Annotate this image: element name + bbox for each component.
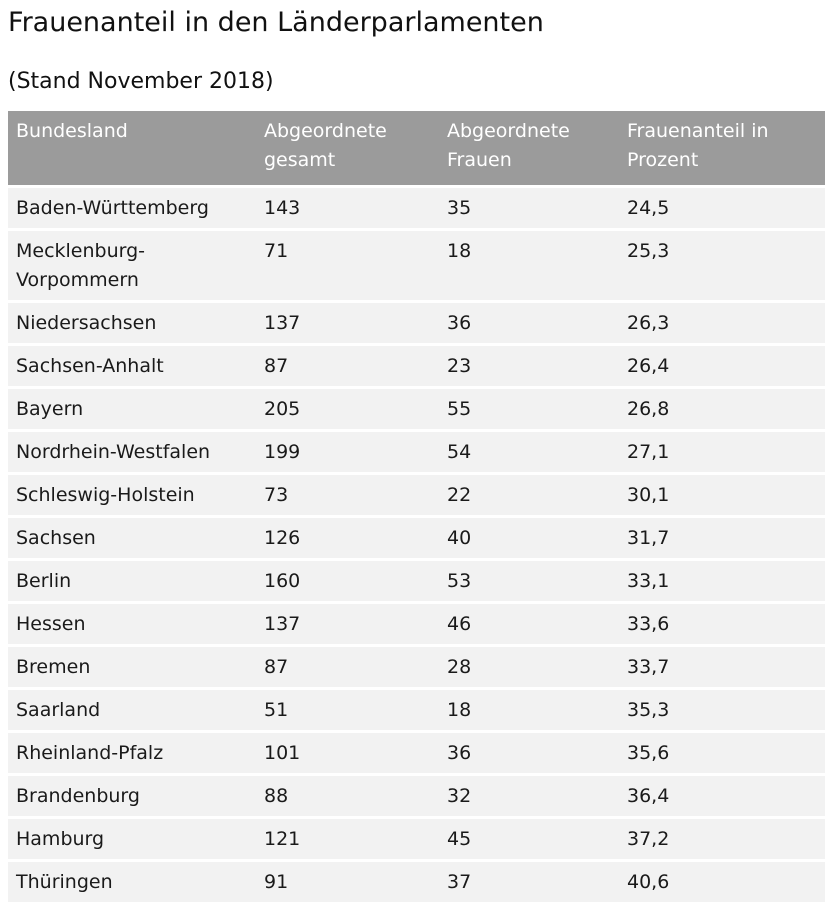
table-row: Niedersachsen 137 36 26,3 — [8, 303, 825, 343]
cell-abgeordnete-gesamt: 73 — [256, 475, 439, 515]
cell-abgeordnete-frauen: 23 — [439, 346, 619, 386]
cell-abgeordnete-gesamt: 205 — [256, 389, 439, 429]
cell-abgeordnete-gesamt: 199 — [256, 432, 439, 472]
cell-abgeordnete-gesamt: 121 — [256, 819, 439, 859]
cell-abgeordnete-frauen: 28 — [439, 647, 619, 687]
table-row: Thüringen 91 37 40,6 — [8, 862, 825, 902]
cell-abgeordnete-frauen: 40 — [439, 518, 619, 558]
cell-frauenanteil: 27,1 — [619, 432, 825, 472]
page-title: Frauenanteil in den Länderparlamenten — [8, 7, 544, 38]
cell-abgeordnete-frauen: 36 — [439, 733, 619, 773]
cell-frauenanteil: 33,7 — [619, 647, 825, 687]
cell-bundesland: Hamburg — [8, 819, 256, 859]
cell-frauenanteil: 33,1 — [619, 561, 825, 601]
cell-bundesland: Bremen — [8, 647, 256, 687]
cell-abgeordnete-gesamt: 71 — [256, 231, 439, 300]
cell-frauenanteil: 26,4 — [619, 346, 825, 386]
cell-abgeordnete-gesamt: 88 — [256, 776, 439, 816]
cell-frauenanteil: 33,6 — [619, 604, 825, 644]
cell-bundesland: Hessen — [8, 604, 256, 644]
column-header-abgeordnete-frauen: Abgeordnete Frauen — [439, 111, 619, 185]
table-row: Mecklenburg-Vorpommern 71 18 25,3 — [8, 231, 825, 300]
table-row: Baden-Württemberg 143 35 24,5 — [8, 188, 825, 228]
table-row: Sachsen 126 40 31,7 — [8, 518, 825, 558]
cell-bundesland: Brandenburg — [8, 776, 256, 816]
cell-frauenanteil: 35,6 — [619, 733, 825, 773]
table-row: Brandenburg 88 32 36,4 — [8, 776, 825, 816]
cell-abgeordnete-frauen: 54 — [439, 432, 619, 472]
table-row: Hessen 137 46 33,6 — [8, 604, 825, 644]
cell-abgeordnete-gesamt: 91 — [256, 862, 439, 902]
cell-bundesland: Niedersachsen — [8, 303, 256, 343]
table-body: Baden-Württemberg 143 35 24,5 Mecklenburg-Vo… — [8, 188, 825, 902]
cell-bundesland: Rheinland-Pfalz — [8, 733, 256, 773]
table-row: Saarland 51 18 35,3 — [8, 690, 825, 730]
cell-frauenanteil: 26,3 — [619, 303, 825, 343]
cell-frauenanteil: 25,3 — [619, 231, 825, 300]
cell-abgeordnete-frauen: 32 — [439, 776, 619, 816]
cell-frauenanteil: 31,7 — [619, 518, 825, 558]
cell-frauenanteil: 30,1 — [619, 475, 825, 515]
column-header-bundesland: Bundesland — [8, 111, 256, 185]
cell-frauenanteil: 40,6 — [619, 862, 825, 902]
cell-abgeordnete-frauen: 45 — [439, 819, 619, 859]
cell-abgeordnete-frauen: 22 — [439, 475, 619, 515]
cell-abgeordnete-gesamt: 101 — [256, 733, 439, 773]
cell-bundesland: Schleswig-Holstein — [8, 475, 256, 515]
column-header-abgeordnete-gesamt: Abgeordnete gesamt — [256, 111, 439, 185]
table-row: Schleswig-Holstein 73 22 30,1 — [8, 475, 825, 515]
table-header: Bundesland Abgeordnete gesamt Abgeordnet… — [8, 111, 825, 185]
cell-bundesland: Sachsen — [8, 518, 256, 558]
cell-abgeordnete-frauen: 37 — [439, 862, 619, 902]
cell-abgeordnete-gesamt: 160 — [256, 561, 439, 601]
cell-frauenanteil: 37,2 — [619, 819, 825, 859]
cell-bundesland: Berlin — [8, 561, 256, 601]
cell-frauenanteil: 35,3 — [619, 690, 825, 730]
cell-abgeordnete-frauen: 36 — [439, 303, 619, 343]
table-row: Rheinland-Pfalz 101 36 35,6 — [8, 733, 825, 773]
cell-frauenanteil: 24,5 — [619, 188, 825, 228]
cell-bundesland: Thüringen — [8, 862, 256, 902]
table-row: Nordrhein-Westfalen 199 54 27,1 — [8, 432, 825, 472]
page-subtitle: (Stand November 2018) — [8, 69, 274, 94]
table-header-row: Bundesland Abgeordnete gesamt Abgeordnet… — [8, 111, 825, 185]
cell-abgeordnete-frauen: 18 — [439, 690, 619, 730]
parliament-table: Bundesland Abgeordnete gesamt Abgeordnet… — [8, 108, 825, 905]
cell-bundesland: Nordrhein-Westfalen — [8, 432, 256, 472]
cell-abgeordnete-gesamt: 137 — [256, 604, 439, 644]
cell-abgeordnete-frauen: 53 — [439, 561, 619, 601]
cell-abgeordnete-frauen: 18 — [439, 231, 619, 300]
cell-abgeordnete-gesamt: 137 — [256, 303, 439, 343]
cell-abgeordnete-gesamt: 143 — [256, 188, 439, 228]
cell-bundesland: Mecklenburg-Vorpommern — [8, 231, 256, 300]
cell-frauenanteil: 36,4 — [619, 776, 825, 816]
table-row: Berlin 160 53 33,1 — [8, 561, 825, 601]
column-header-frauenanteil: Frauenanteil in Prozent — [619, 111, 825, 185]
cell-abgeordnete-gesamt: 51 — [256, 690, 439, 730]
cell-abgeordnete-frauen: 46 — [439, 604, 619, 644]
table-row: Bremen 87 28 33,7 — [8, 647, 825, 687]
cell-abgeordnete-gesamt: 87 — [256, 346, 439, 386]
cell-abgeordnete-gesamt: 87 — [256, 647, 439, 687]
table-row: Sachsen-Anhalt 87 23 26,4 — [8, 346, 825, 386]
cell-bundesland: Saarland — [8, 690, 256, 730]
cell-bundesland: Baden-Württemberg — [8, 188, 256, 228]
cell-abgeordnete-frauen: 55 — [439, 389, 619, 429]
cell-frauenanteil: 26,8 — [619, 389, 825, 429]
cell-abgeordnete-gesamt: 126 — [256, 518, 439, 558]
cell-bundesland: Sachsen-Anhalt — [8, 346, 256, 386]
table-row: Bayern 205 55 26,8 — [8, 389, 825, 429]
cell-bundesland: Bayern — [8, 389, 256, 429]
cell-abgeordnete-frauen: 35 — [439, 188, 619, 228]
table-row: Hamburg 121 45 37,2 — [8, 819, 825, 859]
